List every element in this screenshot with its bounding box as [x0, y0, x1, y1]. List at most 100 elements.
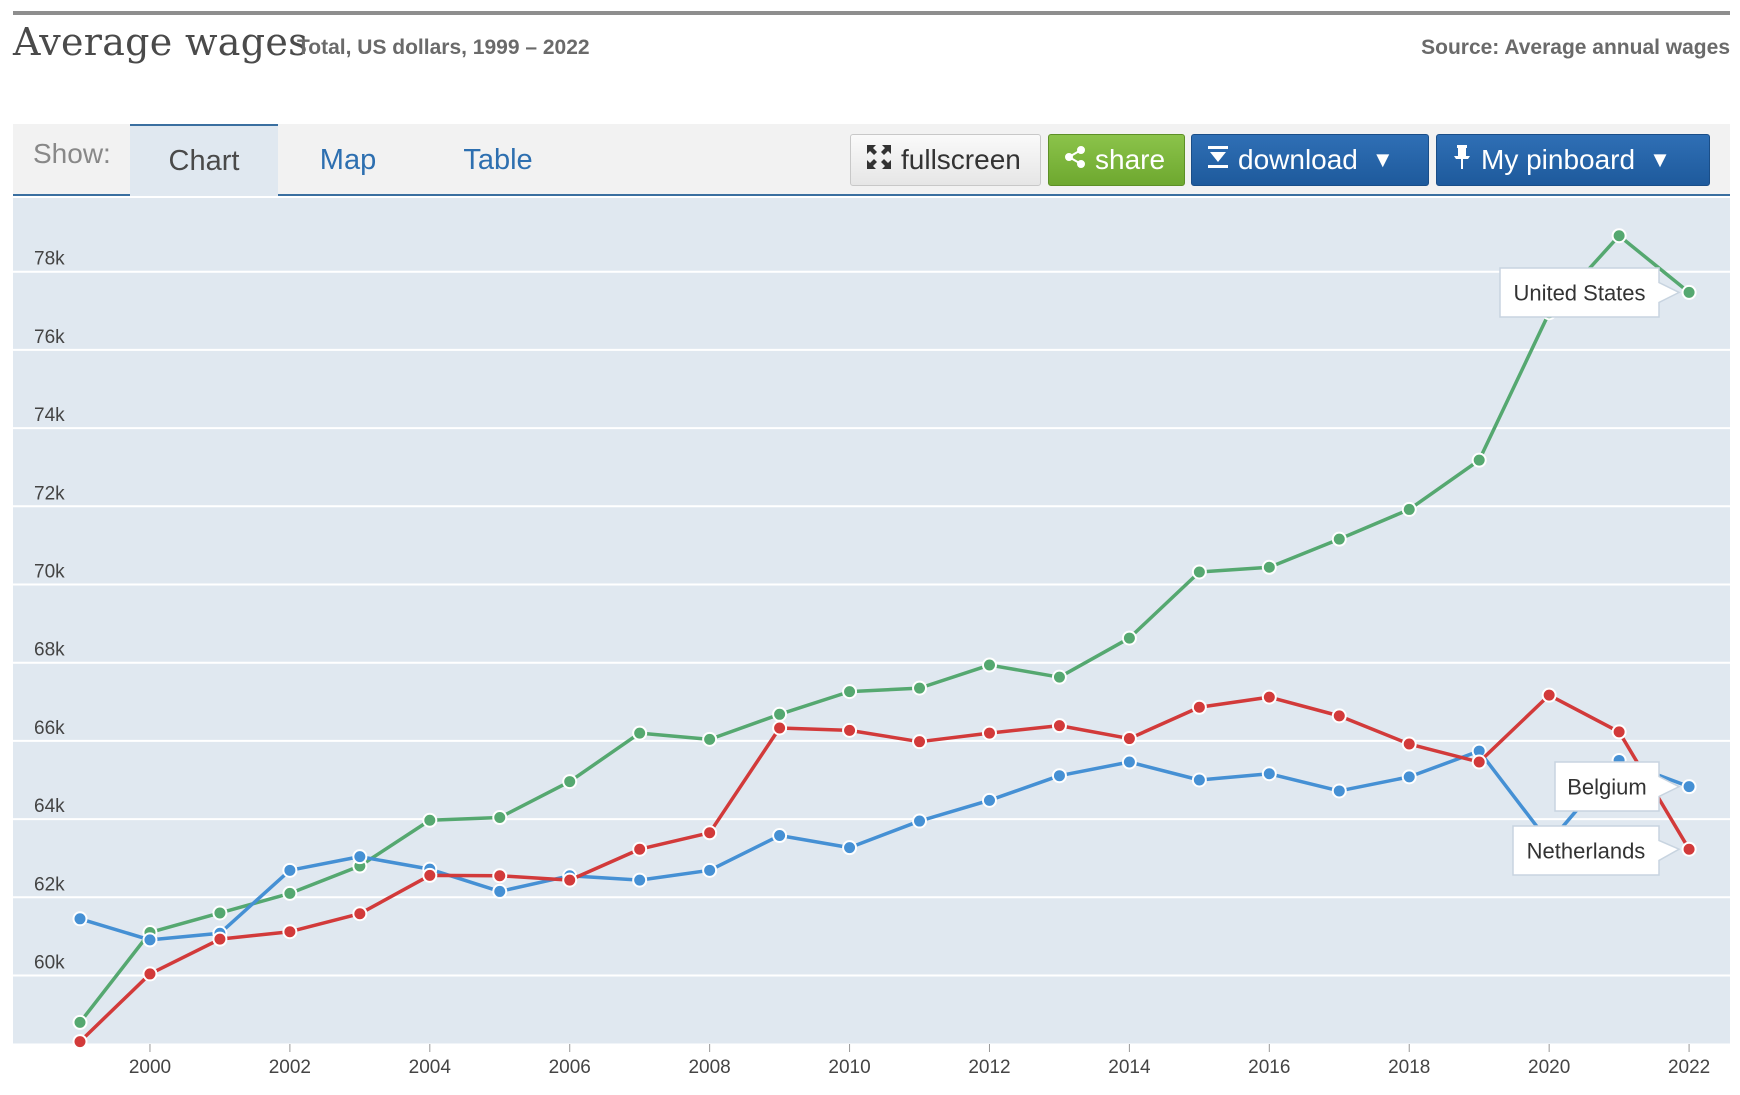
show-label: Show: [33, 138, 111, 169]
data-point-netherlands [702, 825, 718, 841]
pinboard-button[interactable]: My pinboard ▼ [1436, 134, 1710, 186]
data-point-netherlands [1261, 689, 1277, 705]
series-line-united-states [78, 233, 1691, 1024]
data-point-united-states [1611, 228, 1627, 244]
data-point-belgium [1331, 783, 1347, 799]
data-point-united-states [981, 657, 997, 673]
share-icon [1063, 144, 1087, 176]
y-tick-label: 68k [34, 640, 65, 661]
y-tick-label: 78k [34, 249, 65, 270]
data-point-netherlands [422, 867, 438, 883]
data-point-united-states [72, 1014, 88, 1030]
data-point-netherlands [912, 734, 928, 750]
data-point-netherlands [1191, 699, 1207, 715]
series-line-netherlands [78, 693, 1691, 1043]
data-point-belgium [632, 872, 648, 888]
data-point-united-states [562, 774, 578, 790]
data-point-united-states [1121, 630, 1137, 646]
download-label: download [1238, 144, 1358, 175]
tab-chart[interactable]: Chart [130, 124, 278, 196]
x-tick-label: 2004 [409, 1057, 452, 1078]
y-tick-label: 60k [34, 953, 65, 974]
data-point-netherlands [1051, 718, 1067, 734]
data-point-united-states [1261, 559, 1277, 575]
fullscreen-button[interactable]: fullscreen [850, 134, 1041, 186]
data-point-netherlands [981, 725, 997, 741]
data-point-belgium [1121, 754, 1137, 770]
data-point-netherlands [632, 841, 648, 857]
data-point-netherlands [1541, 687, 1557, 703]
data-point-united-states [702, 731, 718, 747]
data-point-netherlands [352, 906, 368, 922]
download-button[interactable]: download ▼ [1191, 134, 1429, 186]
x-tick-label: 2000 [129, 1057, 171, 1078]
data-point-belgium [981, 792, 997, 808]
data-point-united-states [282, 885, 298, 901]
x-tick-label: 2002 [269, 1057, 311, 1078]
x-tick-label: 2016 [1248, 1057, 1290, 1078]
data-point-netherlands [282, 924, 298, 940]
x-tick-label: 2012 [968, 1057, 1010, 1078]
data-point-netherlands [72, 1034, 88, 1050]
data-point-belgium [1191, 772, 1207, 788]
source-link[interactable]: Source: Average annual wages [1421, 36, 1730, 59]
fullscreen-icon [865, 143, 893, 178]
x-tick-label: 2022 [1668, 1057, 1710, 1078]
data-point-netherlands [772, 720, 788, 736]
callout-box-belgium [1554, 761, 1681, 812]
y-tick-label: 70k [34, 562, 65, 583]
data-point-united-states [1051, 669, 1067, 685]
data-point-united-states [1401, 501, 1417, 517]
y-tick-label: 62k [34, 874, 65, 895]
callout-label-netherlands: Netherlands [1527, 839, 1646, 864]
data-point-netherlands [212, 931, 228, 947]
data-point-belgium [1261, 766, 1277, 782]
x-tick-label: 2008 [688, 1057, 730, 1078]
data-point-belgium [282, 862, 298, 878]
data-point-united-states [632, 725, 648, 741]
data-point-netherlands [1121, 731, 1137, 747]
callout-box-netherlands [1512, 825, 1681, 876]
share-button[interactable]: share [1048, 134, 1185, 186]
chevron-down-icon: ▼ [1649, 147, 1671, 172]
x-tick-label: 2018 [1388, 1057, 1430, 1078]
tab-table[interactable]: Table [463, 144, 533, 176]
data-point-united-states [1191, 564, 1207, 580]
x-tick-label: 2020 [1528, 1057, 1570, 1078]
data-point-belgium [1051, 768, 1067, 784]
header-rule [13, 11, 1730, 15]
data-point-belgium [492, 883, 508, 899]
data-point-belgium [1681, 779, 1697, 795]
data-point-united-states [842, 684, 858, 700]
data-point-united-states [912, 680, 928, 696]
data-point-netherlands [142, 966, 158, 982]
data-point-belgium [912, 813, 928, 829]
data-point-netherlands [1471, 754, 1487, 770]
data-point-united-states [1681, 284, 1697, 300]
data-point-netherlands [1331, 708, 1347, 724]
data-point-netherlands [562, 872, 578, 888]
data-point-united-states [1331, 531, 1347, 547]
pinboard-label: My pinboard [1481, 144, 1636, 175]
callout-label-united-states: United States [1513, 281, 1645, 306]
chart-area: 60k 62k 64k 66k 68k 70k 72k 74k 76k 78k 2000 2002 20… [0, 196, 1740, 1095]
data-point-belgium [842, 840, 858, 856]
x-tick-label: 2006 [549, 1057, 591, 1078]
y-tick-label: 76k [34, 327, 65, 348]
share-label: share [1095, 144, 1166, 175]
data-point-netherlands [1401, 736, 1417, 752]
callout-box-united-states [1499, 267, 1681, 318]
x-tick-label: 2014 [1108, 1057, 1151, 1078]
series-line-belgium [79, 749, 1690, 942]
x-tick-label: 2010 [828, 1057, 870, 1078]
data-point-belgium [1401, 769, 1417, 785]
download-icon [1206, 144, 1230, 177]
y-tick-label: 66k [34, 718, 65, 739]
tab-map[interactable]: Map [319, 144, 377, 176]
page-title: Average wages [13, 20, 308, 64]
data-point-netherlands [492, 868, 508, 884]
callout-label-belgium: Belgium [1567, 775, 1646, 800]
fullscreen-label: fullscreen [901, 144, 1021, 175]
chevron-down-icon: ▼ [1371, 147, 1394, 172]
y-tick-label: 72k [34, 483, 65, 504]
